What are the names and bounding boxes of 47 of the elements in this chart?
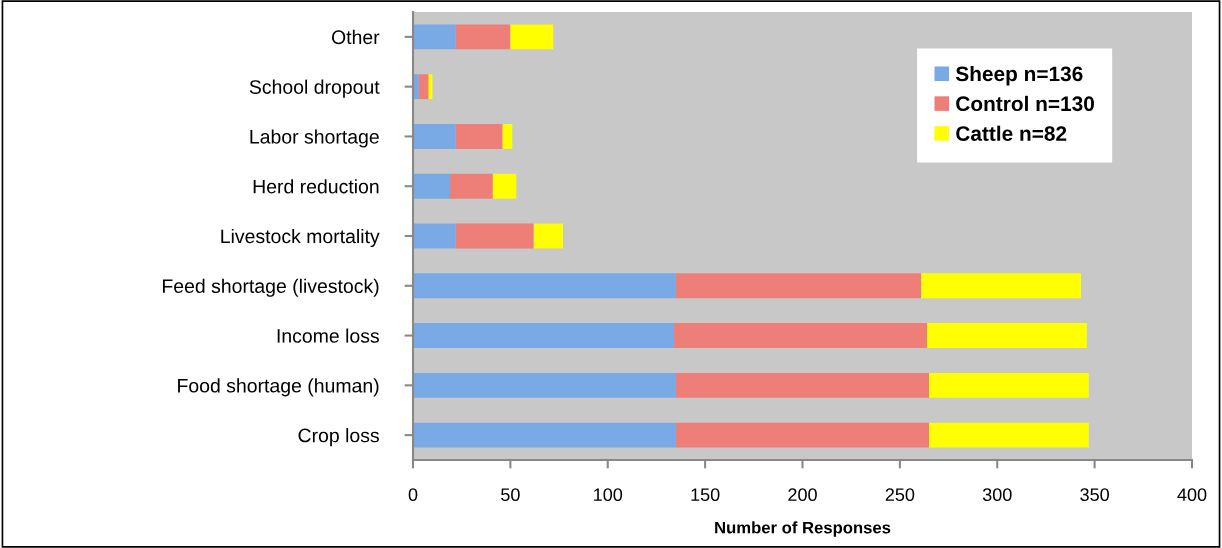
bar <box>675 422 930 448</box>
x-tick-label: 250 <box>885 488 915 502</box>
y-tick-label: Income loss <box>277 328 379 343</box>
bar <box>675 372 930 398</box>
x-tick-label: 150 <box>691 488 720 502</box>
bar <box>413 372 676 398</box>
bar <box>673 323 928 348</box>
y-tick-label: Food shortage (human) <box>178 378 379 397</box>
bar <box>502 124 513 149</box>
bar <box>413 273 676 299</box>
bar <box>413 124 456 149</box>
x-tick-label: 350 <box>1080 488 1109 502</box>
x-tick-label: 50 <box>501 488 520 502</box>
x-tick-label: 100 <box>594 488 623 502</box>
x-tick-label: 200 <box>788 488 817 502</box>
bar <box>413 323 674 348</box>
bar <box>921 273 1081 299</box>
legend-label: Cattle n=82 <box>956 125 1067 141</box>
bar <box>927 323 1087 348</box>
y-tick-label: Herd reduction <box>253 179 379 194</box>
bar <box>675 273 922 299</box>
bar <box>510 24 554 50</box>
legend-label: Sheep n=136 <box>955 65 1083 86</box>
x-tick-label: 400 <box>1177 488 1207 502</box>
x-tick-label: 0 <box>408 488 418 502</box>
bar <box>413 422 676 448</box>
bar <box>492 173 517 199</box>
bar <box>929 422 1089 448</box>
y-tick-label: Feed shortage (livestock) <box>162 278 379 297</box>
y-tick-label: School dropout <box>249 79 380 98</box>
y-tick-label: Other <box>331 29 380 45</box>
bar <box>418 74 429 100</box>
x-tick-label: 300 <box>982 488 1012 502</box>
bar <box>455 223 534 249</box>
x-axis-title: Number of Responses <box>715 521 891 537</box>
y-tick-label: Livestock mortality <box>221 228 380 248</box>
y-tick-label: Labor shortage <box>250 129 379 148</box>
bar <box>450 173 493 199</box>
bar <box>455 124 503 149</box>
bar <box>929 372 1089 398</box>
bar <box>413 223 456 249</box>
y-tick-label: Crop loss <box>298 428 379 447</box>
bar <box>455 24 511 50</box>
bar <box>533 223 563 249</box>
bar <box>413 173 450 199</box>
bar <box>413 24 456 50</box>
legend-label: Control n=130 <box>956 95 1094 112</box>
